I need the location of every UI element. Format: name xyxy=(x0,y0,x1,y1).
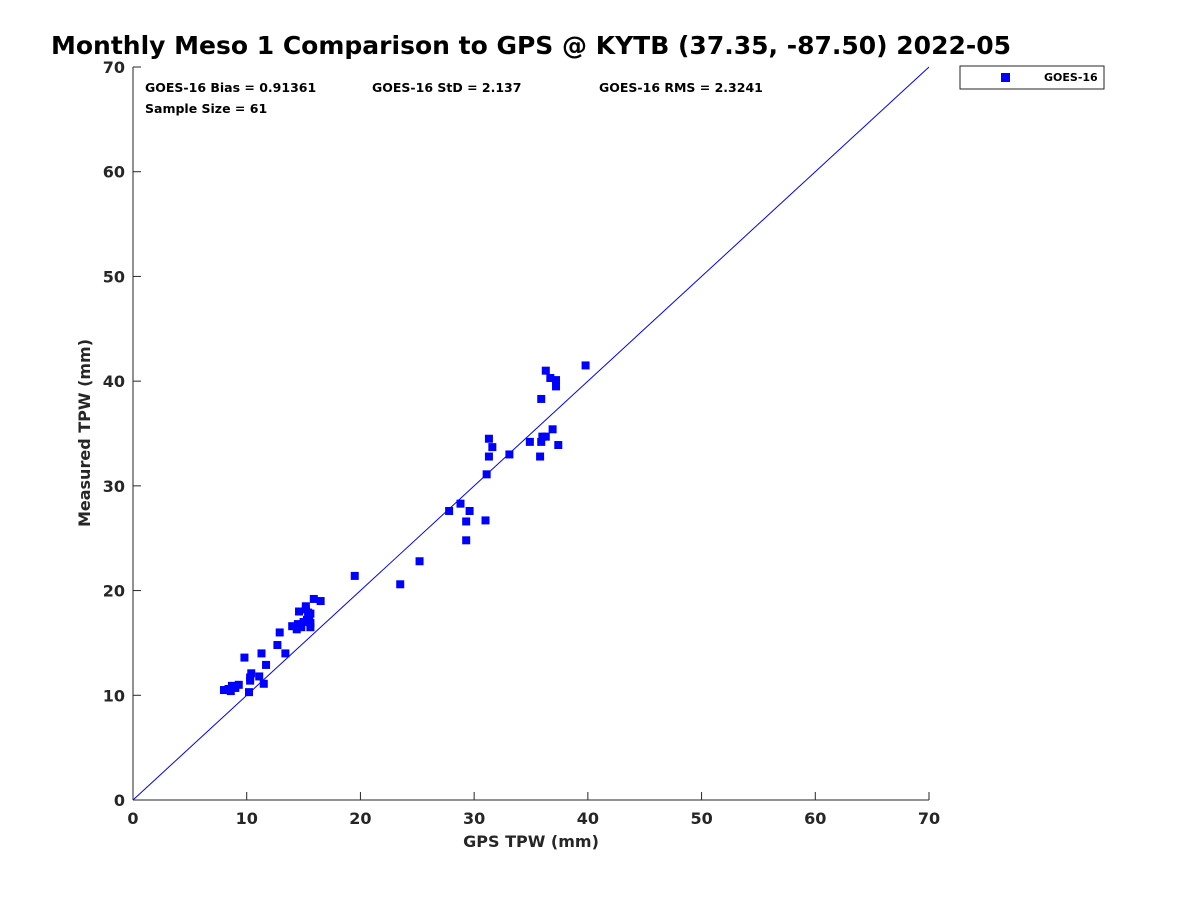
data-point xyxy=(273,641,282,650)
data-point xyxy=(541,432,550,441)
data-point xyxy=(581,361,590,370)
data-point xyxy=(301,605,310,614)
legend-box xyxy=(959,65,1105,90)
legend-label-goes16: GOES-16 xyxy=(1044,71,1098,84)
data-point xyxy=(297,623,306,632)
data-point xyxy=(552,376,561,385)
data-point xyxy=(505,450,514,459)
x-tick-label: 0 xyxy=(127,809,138,828)
x-tick-label: 40 xyxy=(577,809,599,828)
data-point xyxy=(537,394,546,403)
stat-sample-size: Sample Size = 61 xyxy=(145,101,267,116)
data-point xyxy=(445,506,454,515)
x-tick-label: 50 xyxy=(690,809,712,828)
x-tick-label: 60 xyxy=(804,809,826,828)
stat-rms: GOES-16 RMS = 2.3241 xyxy=(599,80,763,95)
one-to-one-line xyxy=(132,66,930,801)
data-point xyxy=(484,452,493,461)
data-point xyxy=(255,672,264,681)
data-point xyxy=(257,649,266,658)
data-point xyxy=(554,441,563,450)
stat-std: GOES-16 StD = 2.137 xyxy=(372,80,521,95)
data-point xyxy=(541,366,550,375)
chart-title: Monthly Meso 1 Comparison to GPS @ KYTB … xyxy=(51,31,1011,60)
data-point xyxy=(295,607,304,616)
data-point xyxy=(548,425,557,434)
data-point xyxy=(456,499,465,508)
data-point xyxy=(281,649,290,658)
data-point xyxy=(306,609,315,618)
y-tick-label: 10 xyxy=(103,686,125,705)
data-point xyxy=(262,660,271,669)
x-tick-label: 30 xyxy=(463,809,485,828)
axes: 0 10 20 30 40 50 60 70 0 10 20 30 40 50 60 70 xyxy=(103,58,940,828)
data-point xyxy=(537,437,546,446)
data-point xyxy=(536,452,545,461)
data-point xyxy=(546,374,555,383)
data-point xyxy=(481,516,490,525)
data-point xyxy=(396,580,405,589)
data-point xyxy=(525,437,534,446)
data-point xyxy=(309,594,318,603)
legend: GOES-16 xyxy=(959,65,1105,90)
data-point xyxy=(488,443,497,452)
stat-bias: GOES-16 Bias = 0.91361 xyxy=(145,80,316,95)
y-tick-label: 20 xyxy=(103,582,125,601)
data-point xyxy=(552,382,561,391)
data-point xyxy=(465,506,474,515)
data-point xyxy=(482,470,491,479)
x-tick-label: 70 xyxy=(918,809,940,828)
data-point xyxy=(484,434,493,443)
legend-marker-goes16 xyxy=(1001,73,1010,82)
y-tick-label: 0 xyxy=(114,791,125,810)
data-point xyxy=(292,625,301,634)
data-point xyxy=(306,619,315,628)
data-point xyxy=(224,685,233,694)
data-point xyxy=(306,623,315,632)
data-point xyxy=(247,669,256,678)
y-tick-label: 50 xyxy=(103,267,125,286)
data-point xyxy=(275,628,284,637)
data-point xyxy=(244,688,253,697)
data-point xyxy=(462,536,471,545)
y-tick-label: 40 xyxy=(103,372,125,391)
data-point xyxy=(462,517,471,526)
y-axis-label: Measured TPW (mm) xyxy=(75,339,94,527)
data-point xyxy=(316,597,325,606)
data-point xyxy=(288,622,297,631)
x-tick-label: 10 xyxy=(236,809,258,828)
data-point xyxy=(415,557,424,566)
data-point xyxy=(259,679,268,688)
data-point xyxy=(246,673,255,682)
reference-line-group xyxy=(132,66,930,801)
x-axis-label: GPS TPW (mm) xyxy=(463,832,599,851)
y-tick-label: 30 xyxy=(103,477,125,496)
data-point xyxy=(350,571,359,580)
scatter-points xyxy=(219,361,590,697)
data-point xyxy=(219,686,228,695)
x-tick-label: 20 xyxy=(349,809,371,828)
y-tick-label: 60 xyxy=(103,163,125,182)
data-point xyxy=(240,653,249,662)
y-tick-label: 70 xyxy=(103,58,125,77)
data-point xyxy=(234,680,243,689)
